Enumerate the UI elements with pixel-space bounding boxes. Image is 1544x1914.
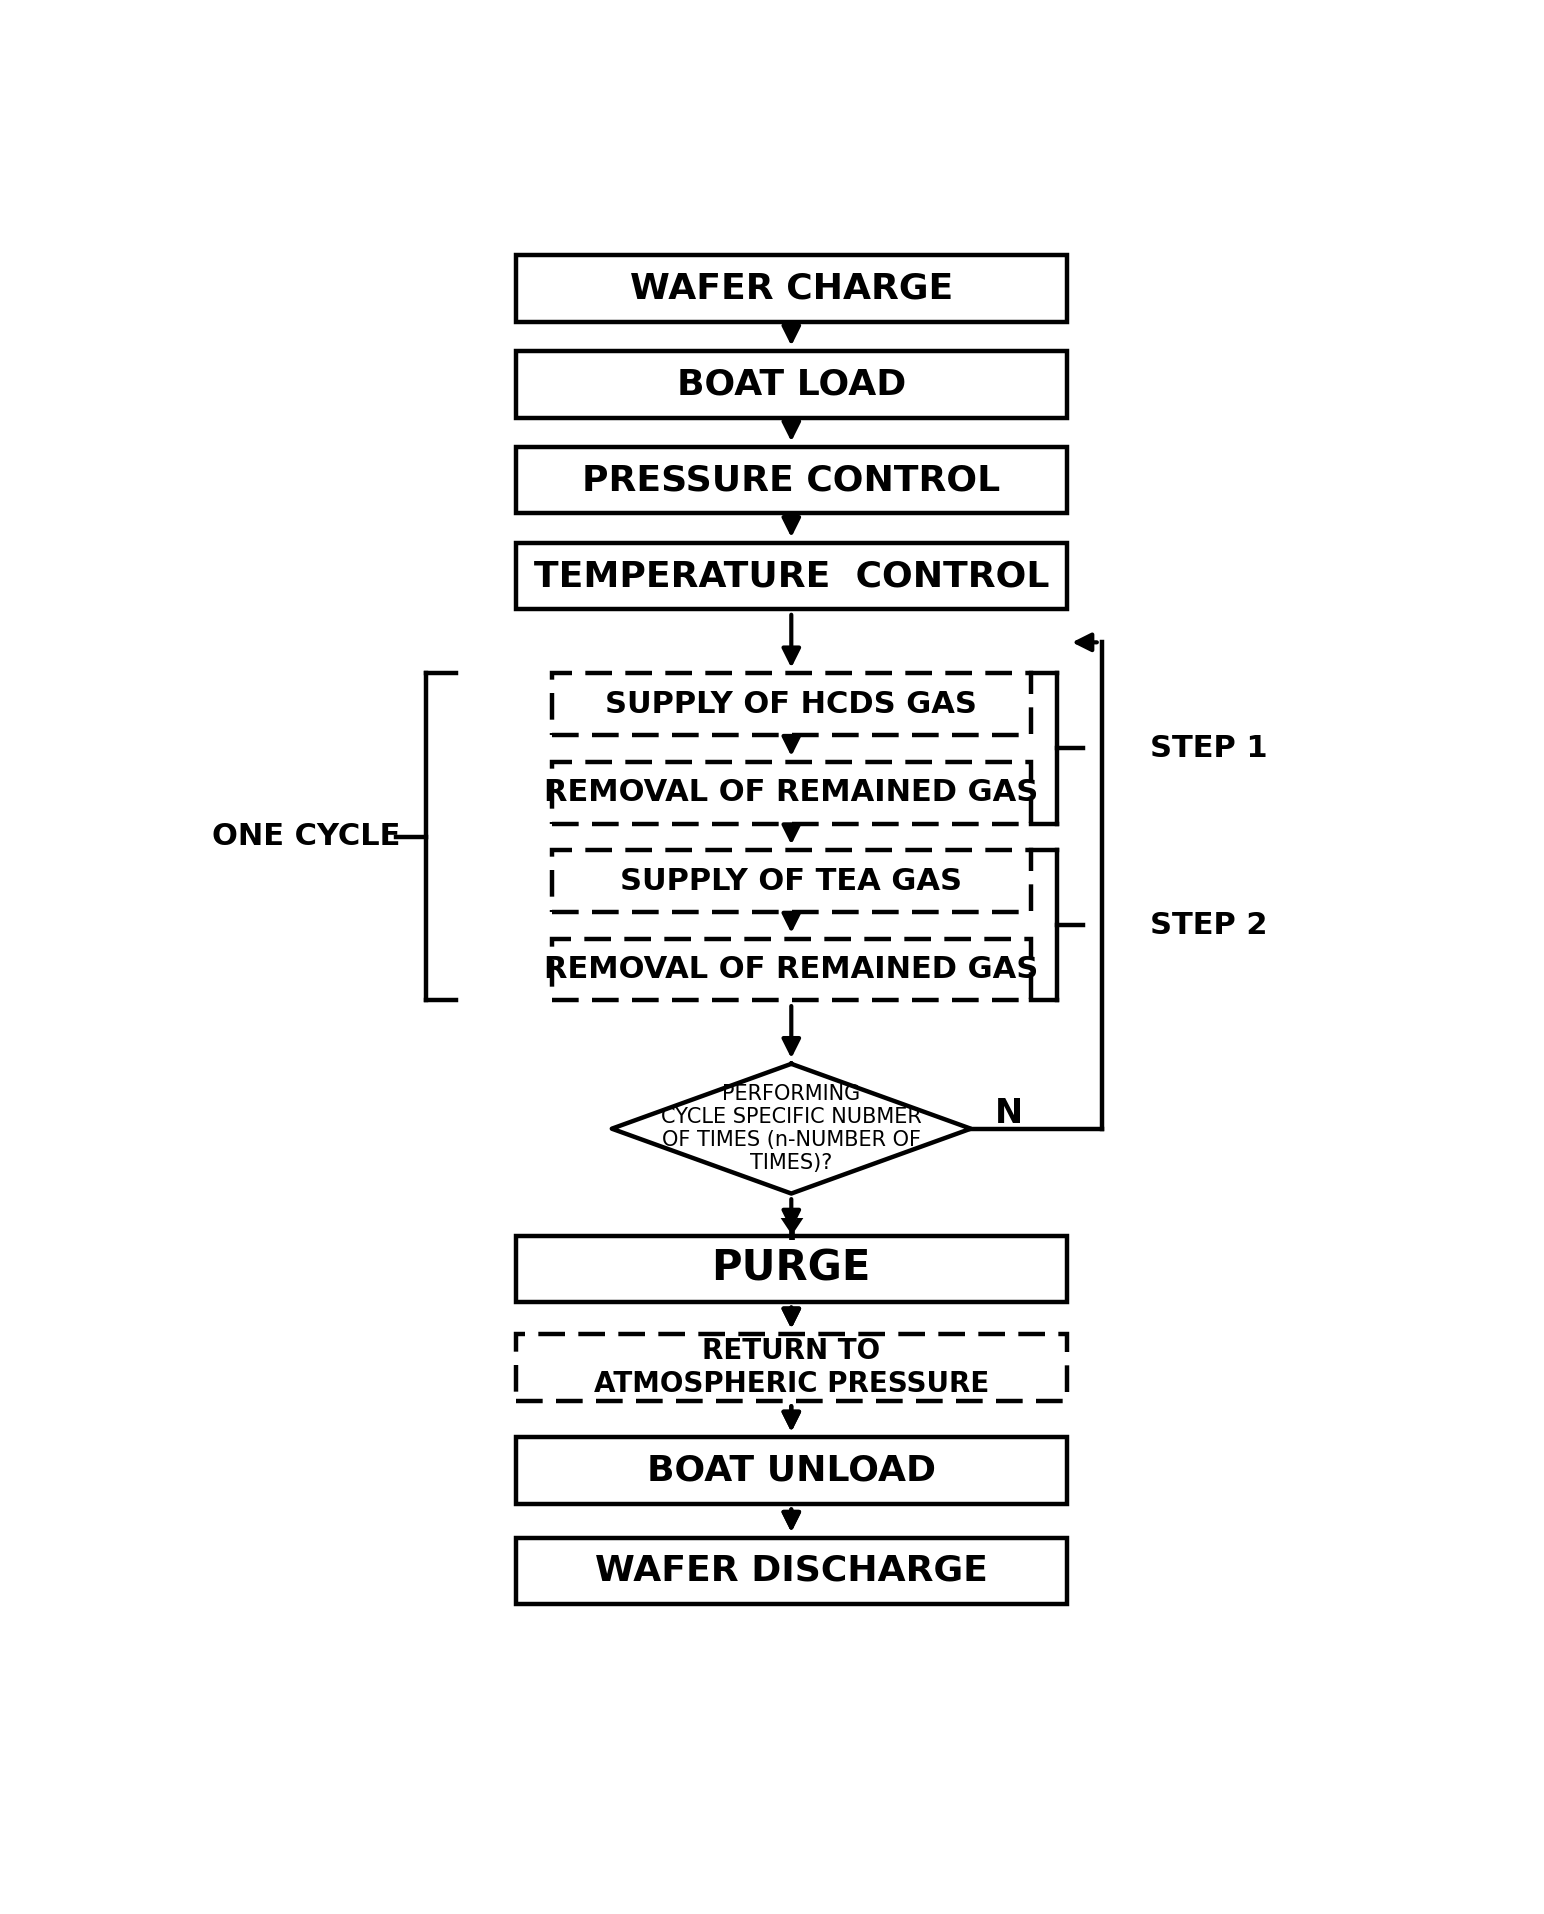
Text: REMOVAL OF REMAINED GAS: REMOVAL OF REMAINED GAS — [543, 779, 1039, 808]
Bar — [553, 762, 1031, 823]
Bar — [516, 1236, 1067, 1302]
Bar — [516, 255, 1067, 322]
Text: BOAT LOAD: BOAT LOAD — [676, 367, 906, 402]
Text: SUPPLY OF TEA GAS: SUPPLY OF TEA GAS — [621, 867, 962, 896]
Bar — [553, 938, 1031, 1001]
Bar — [516, 448, 1067, 513]
Bar — [516, 1537, 1067, 1604]
Text: WAFER DISCHARGE: WAFER DISCHARGE — [594, 1554, 988, 1589]
Text: ONE CYCLE: ONE CYCLE — [213, 823, 401, 852]
Text: Y: Y — [780, 1217, 803, 1246]
Text: PRESSURE CONTROL: PRESSURE CONTROL — [582, 463, 1001, 498]
Text: RETURN TO
ATMOSPHERIC PRESSURE: RETURN TO ATMOSPHERIC PRESSURE — [594, 1338, 988, 1397]
Text: BOAT UNLOAD: BOAT UNLOAD — [647, 1453, 936, 1487]
Text: STEP 1: STEP 1 — [1150, 733, 1268, 764]
Text: TEMPERATURE  CONTROL: TEMPERATURE CONTROL — [534, 559, 1048, 593]
Bar — [553, 850, 1031, 913]
Bar — [516, 544, 1067, 609]
Text: STEP 2: STEP 2 — [1150, 911, 1268, 940]
Bar — [516, 352, 1067, 417]
Text: PERFORMING
CYCLE SPECIFIC NUBMER
OF TIMES (n-NUMBER OF
TIMES)?: PERFORMING CYCLE SPECIFIC NUBMER OF TIME… — [661, 1083, 922, 1173]
Bar — [516, 1334, 1067, 1401]
Text: WAFER CHARGE: WAFER CHARGE — [630, 272, 953, 306]
Text: SUPPLY OF HCDS GAS: SUPPLY OF HCDS GAS — [605, 689, 977, 720]
Bar — [516, 1437, 1067, 1504]
Bar — [553, 674, 1031, 735]
Text: REMOVAL OF REMAINED GAS: REMOVAL OF REMAINED GAS — [543, 955, 1039, 984]
Text: N: N — [994, 1097, 1022, 1131]
Text: PURGE: PURGE — [712, 1248, 871, 1290]
